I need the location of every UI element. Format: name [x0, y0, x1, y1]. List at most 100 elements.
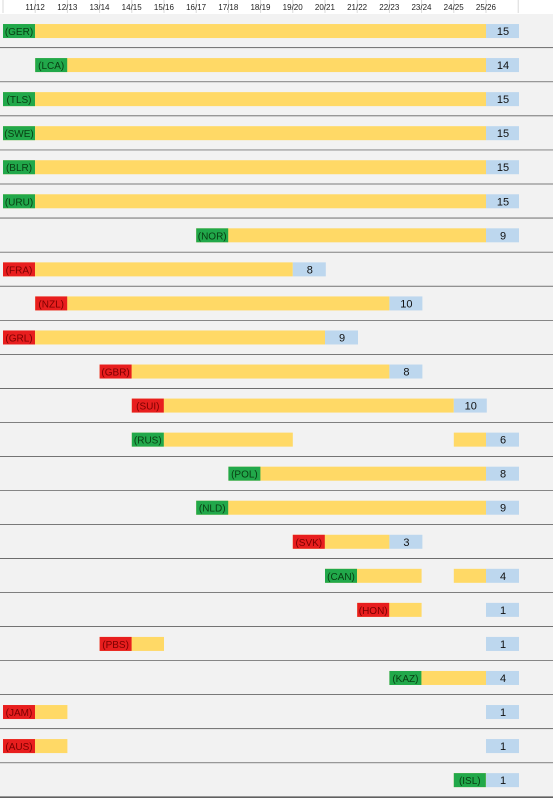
count-label: 15 [497, 128, 509, 140]
country-code: (LCA) [38, 61, 64, 72]
country-code: (PBS) [102, 640, 129, 651]
code-marker [3, 739, 35, 754]
season-bar [35, 58, 486, 73]
country-code: (RUS) [134, 436, 162, 447]
country-code: (TLS) [7, 95, 32, 106]
season-bar [3, 24, 486, 39]
row-background [0, 729, 553, 764]
season-bar [453, 568, 486, 583]
code-marker [131, 432, 164, 447]
count-box [486, 160, 519, 175]
season-label: 21/22 [347, 3, 368, 12]
count-label: 1 [500, 707, 506, 719]
code-marker [196, 228, 229, 243]
code-marker [3, 262, 35, 277]
country-code: (SUI) [136, 402, 159, 413]
count-label: 9 [500, 503, 506, 515]
country-code: (POL) [231, 470, 258, 481]
season-label: 12/13 [57, 3, 78, 12]
code-marker [3, 92, 35, 107]
season-label: 13/14 [89, 3, 110, 12]
count-label: 8 [307, 264, 313, 276]
code-marker [131, 398, 164, 413]
season-bar [3, 92, 486, 107]
code-marker [389, 670, 422, 685]
count-label: 8 [500, 469, 506, 481]
code-marker [3, 126, 35, 141]
season-bar [3, 126, 486, 141]
count-box [389, 364, 423, 379]
count-box [292, 262, 326, 277]
count-box [486, 739, 519, 754]
season-label: 18/19 [250, 3, 271, 12]
count-box [486, 773, 519, 788]
season-bar [196, 228, 486, 243]
row-background [0, 626, 553, 661]
country-code: (NLD) [199, 504, 226, 515]
count-label: 15 [497, 94, 509, 106]
count-box [389, 296, 423, 311]
code-marker [228, 466, 261, 481]
country-code: (GRL) [5, 333, 32, 344]
count-box [486, 24, 519, 39]
code-marker [99, 364, 132, 379]
country-code: (AUS) [5, 742, 32, 753]
country-code: (FRA) [6, 265, 33, 276]
season-bar [3, 194, 486, 209]
count-label: 15 [497, 196, 509, 208]
country-code: (HON) [359, 606, 388, 617]
row-background [0, 592, 553, 627]
country-code: (NZL) [38, 299, 64, 310]
country-code: (GBR) [101, 368, 129, 379]
count-label: 9 [339, 332, 345, 344]
row-background [0, 524, 553, 559]
country-code: (SWE) [4, 129, 33, 140]
season-label: 16/17 [186, 3, 207, 12]
code-marker [3, 194, 35, 209]
country-code: (JAM) [6, 708, 33, 719]
season-bar [3, 160, 486, 175]
code-marker [3, 705, 35, 720]
count-label: 4 [500, 571, 506, 583]
count-box [486, 500, 519, 515]
country-code: (KAZ) [392, 674, 418, 685]
code-marker [3, 24, 35, 39]
season-label: 11/12 [25, 3, 45, 12]
count-box [486, 228, 519, 243]
count-label: 1 [500, 605, 506, 617]
count-box [486, 568, 519, 583]
code-marker [35, 296, 68, 311]
count-box [389, 534, 423, 549]
count-box [486, 670, 519, 685]
row-background [0, 695, 553, 730]
season-label: 19/20 [283, 3, 304, 12]
count-label: 3 [403, 537, 409, 549]
count-label: 10 [400, 298, 412, 310]
season-bar [3, 330, 325, 345]
country-code: (NOR) [198, 231, 227, 242]
count-label: 1 [500, 741, 506, 753]
season-bar [99, 364, 390, 379]
count-label: 6 [500, 435, 506, 447]
country-code: (CAN) [327, 572, 355, 583]
country-code: (SVK) [295, 538, 322, 549]
count-label: 10 [465, 401, 477, 413]
count-box [486, 636, 519, 651]
count-box [486, 432, 519, 447]
count-label: 15 [497, 26, 509, 38]
season-bar [196, 500, 486, 515]
season-bar [35, 296, 390, 311]
count-box [453, 398, 487, 413]
code-marker [292, 534, 325, 549]
code-marker [3, 160, 35, 175]
count-box [486, 466, 519, 481]
count-box [486, 126, 519, 141]
count-box [486, 602, 519, 617]
count-label: 1 [500, 775, 506, 787]
season-bar [228, 466, 486, 481]
count-label: 1 [500, 639, 506, 651]
code-marker [99, 636, 132, 651]
count-box [486, 705, 519, 720]
season-bar [131, 432, 293, 447]
